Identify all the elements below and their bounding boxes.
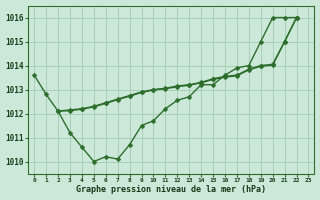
X-axis label: Graphe pression niveau de la mer (hPa): Graphe pression niveau de la mer (hPa): [76, 185, 266, 194]
